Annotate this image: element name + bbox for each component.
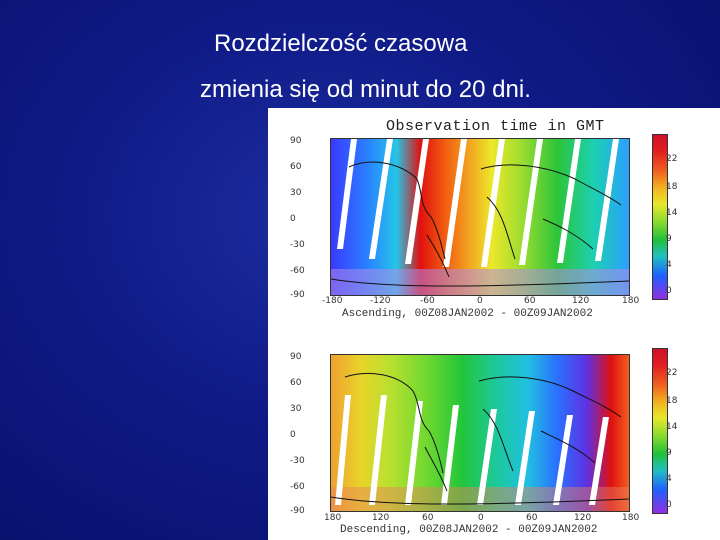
y-tick-label: 0 (290, 214, 296, 224)
x-tick-label: 60 (422, 513, 434, 523)
x-tick-label: 120 (372, 513, 390, 523)
x-tick-label: 180 (324, 513, 342, 523)
y-tick-label: 90 (290, 136, 302, 146)
y-tick-label: -90 (290, 290, 305, 300)
y-tick-label: 30 (290, 404, 302, 414)
colorbar-label: 18 (666, 182, 678, 192)
colorbar-label: 14 (666, 422, 678, 432)
ascending-caption: Ascending, 00Z08JAN2002 - 00Z09JAN2002 (342, 308, 593, 320)
y-tick-label: 30 (290, 188, 302, 198)
x-tick-label: 0 (478, 513, 484, 523)
y-tick-label: -30 (290, 456, 305, 466)
descending-panel: 90 60 30 0 -30 -60 -90 180 120 60 0 60 1… (268, 338, 720, 540)
figure-title: Observation time in GMT (386, 118, 605, 135)
colorbar-label: 22 (666, 368, 678, 378)
y-tick-label: -90 (290, 506, 305, 516)
y-tick-label: -60 (290, 266, 305, 276)
ascending-map-image (331, 139, 629, 295)
slide-title: Rozdzielczość czasowa (214, 30, 468, 57)
descending-colorbar (652, 348, 668, 514)
descending-caption: Descending, 00Z08JAN2002 - 00Z09JAN2002 (340, 524, 598, 536)
x-tick-label: 60 (526, 513, 538, 523)
colorbar-label: 18 (666, 396, 678, 406)
descending-map (330, 354, 630, 512)
colorbar-label: 9 (666, 448, 672, 458)
x-tick-label: 180 (622, 513, 640, 523)
colorbar-label: 9 (666, 234, 672, 244)
x-tick-label: -60 (420, 296, 435, 306)
colorbar-label: 22 (666, 154, 678, 164)
x-tick-label: -180 (322, 296, 343, 306)
x-tick-label: 60 (524, 296, 536, 306)
y-tick-label: 90 (290, 352, 302, 362)
y-tick-label: 60 (290, 378, 302, 388)
colorbar-label: 14 (666, 208, 678, 218)
y-tick-label: 0 (290, 430, 296, 440)
ascending-colorbar (652, 134, 668, 300)
x-tick-label: 120 (574, 513, 592, 523)
colorbar-label: 4 (666, 474, 672, 484)
descending-map-image (331, 355, 629, 511)
y-tick-label: -60 (290, 482, 305, 492)
ascending-panel: Observation time in GMT (268, 108, 720, 324)
x-tick-label: 180 (622, 296, 640, 306)
observation-time-figure: Observation time in GMT (268, 108, 720, 540)
colorbar-label: 0 (666, 286, 672, 296)
slide-subtitle: zmienia się od minut do 20 dni. (200, 76, 531, 103)
ascending-map (330, 138, 630, 296)
x-tick-label: 120 (572, 296, 590, 306)
colorbar-label: 0 (666, 500, 672, 510)
y-tick-label: 60 (290, 162, 302, 172)
y-tick-label: -30 (290, 240, 305, 250)
x-tick-label: 0 (477, 296, 483, 306)
x-tick-label: -120 (370, 296, 391, 306)
colorbar-label: 4 (666, 260, 672, 270)
